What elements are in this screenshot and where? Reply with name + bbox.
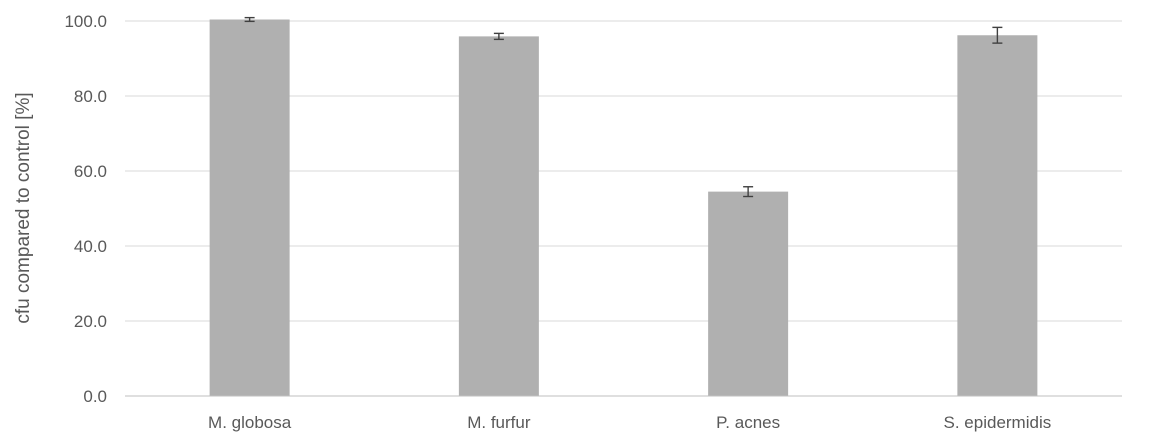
error-bar	[244, 16, 255, 23]
bar	[957, 35, 1038, 396]
bar	[458, 36, 539, 396]
bars	[209, 19, 1038, 396]
error-bar	[493, 32, 504, 41]
error-bars	[244, 16, 1003, 198]
y-tick-label: 20.0	[74, 312, 107, 331]
x-category-label: M. furfur	[467, 413, 531, 432]
y-tick-label: 0.0	[83, 387, 107, 406]
x-category-label: P. acnes	[716, 413, 780, 432]
gridlines	[125, 20, 1122, 322]
y-tick-label: 60.0	[74, 162, 107, 181]
y-axis-title: cfu compared to control [%]	[13, 92, 34, 323]
error-bar	[743, 186, 754, 198]
error-bar	[992, 26, 1003, 44]
y-tick-label: 80.0	[74, 87, 107, 106]
bar	[209, 19, 290, 396]
y-tick-label: 100.0	[64, 12, 107, 31]
x-category-label: M. globosa	[208, 413, 292, 432]
x-category-label: S. epidermidis	[944, 413, 1052, 432]
y-tick-label: 40.0	[74, 237, 107, 256]
labels: cfu compared to control [%] 0.0 20.0 40.0 6…	[13, 12, 1051, 432]
bar	[708, 191, 789, 396]
